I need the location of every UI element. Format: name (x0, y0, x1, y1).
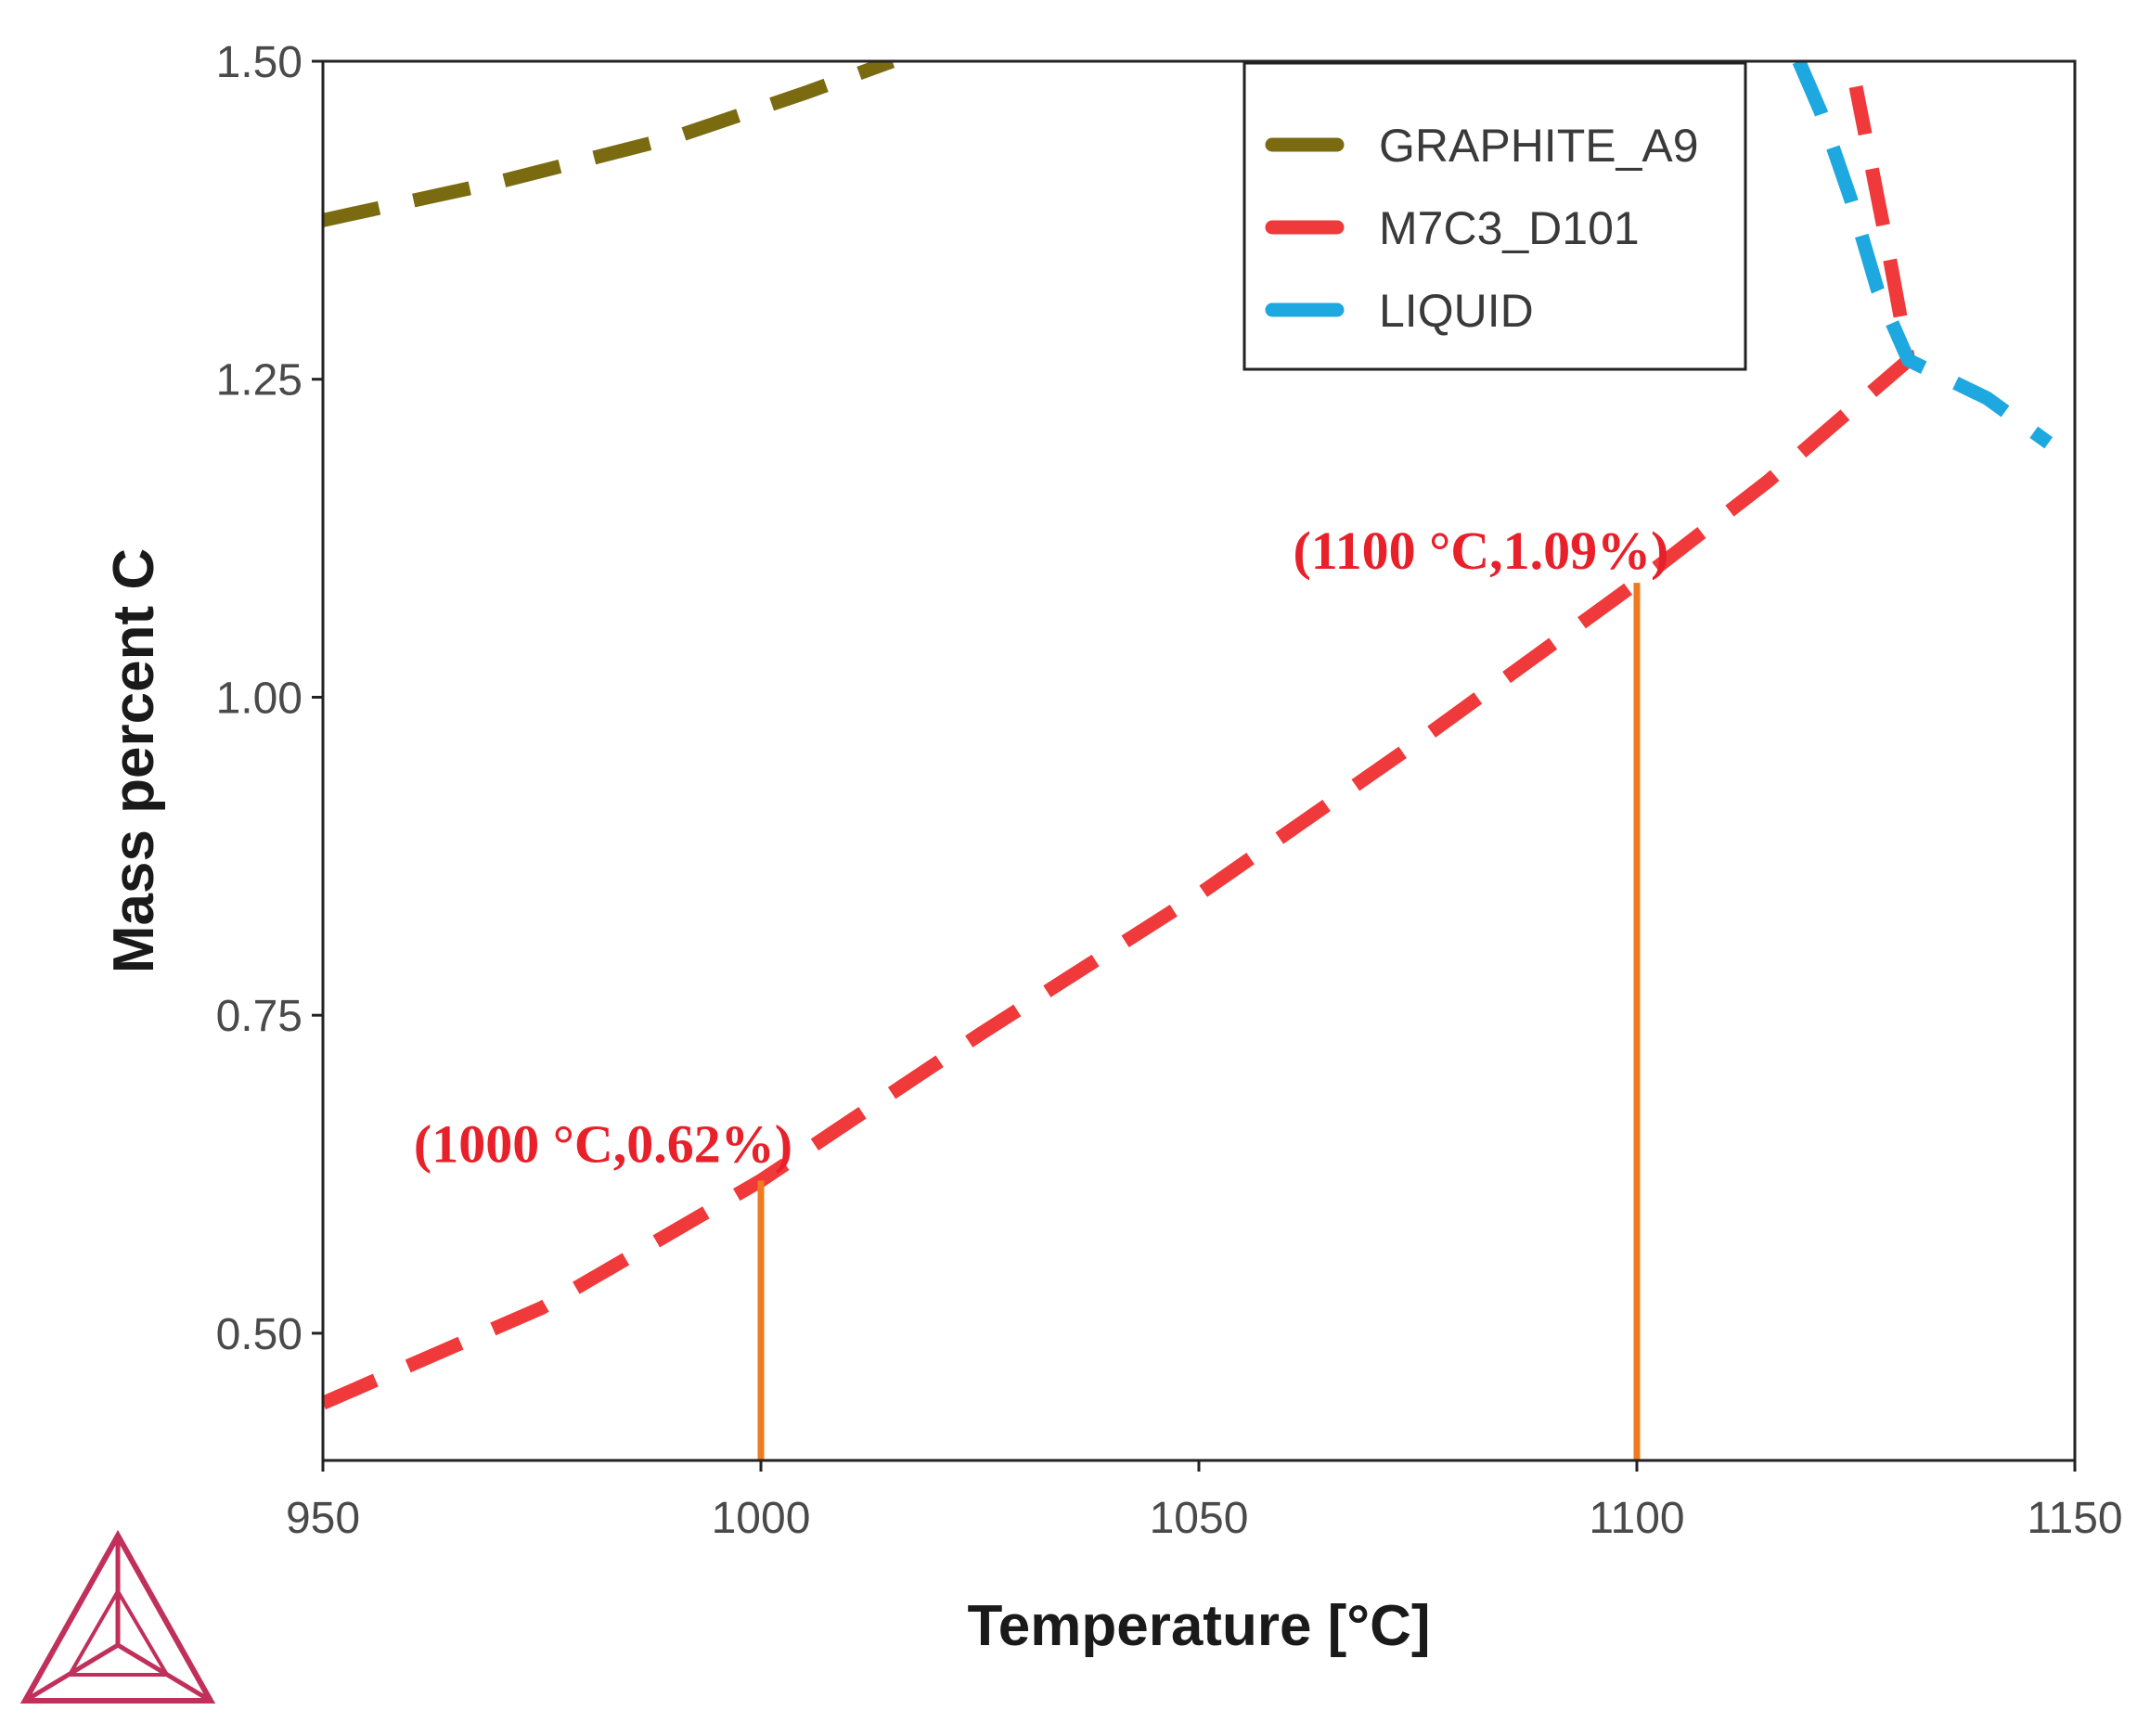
x-tick-label: 1050 (1150, 1494, 1249, 1543)
plot-frame (321, 59, 2077, 1462)
x-tick-label: 1100 (1589, 1494, 1684, 1543)
annotation-layer: (1000 °C,0.62%) (1100 °C,1.09%) (414, 521, 1669, 1174)
legend-label: GRAPHITE_A9 (1379, 120, 1699, 172)
y-tick-label: 0.50 (216, 1310, 303, 1359)
legend-item: GRAPHITE_A9 (1265, 120, 1699, 172)
series-line-graphite-a9 (323, 61, 895, 227)
series-group (323, 61, 2053, 1410)
legend-box (1242, 61, 1747, 371)
legend-item: LIQUID (1265, 285, 1534, 337)
legend-label: M7C3_D101 (1379, 202, 1640, 254)
legend-item: M7C3_D101 (1265, 202, 1640, 254)
y-axis-title: Mass percent C (102, 548, 166, 973)
y-tick-label: 1.50 (216, 38, 303, 87)
legend-label: LIQUID (1379, 285, 1534, 337)
y-tick-label: 1.00 (216, 674, 303, 723)
x-tick-label: 950 (286, 1494, 360, 1543)
x-axis-title: Temperature [°C] (967, 1594, 1430, 1658)
x-tick-label: 1150 (2027, 1494, 2122, 1543)
axes-layer: 950 1000 1050 1100 1150 0.50 0.75 1.00 1.25 1.50 T… (102, 38, 2123, 1658)
annotation-label: (1000 °C,0.62%) (414, 1113, 792, 1174)
series-line-liquid (1792, 61, 2053, 449)
x-tick-label: 1000 (712, 1494, 811, 1543)
y-tick-label: 1.25 (216, 356, 303, 405)
plot-layer (323, 61, 2053, 1460)
legend: GRAPHITE_A9 M7C3_D101 LIQUID (1242, 61, 1747, 371)
thermo-calc-logo-icon (19, 1529, 216, 1704)
y-tick-label: 0.75 (216, 992, 303, 1041)
series-line-m7c3-d101 (323, 84, 1916, 1410)
annotation-label: (1100 °C,1.09%) (1293, 521, 1668, 581)
